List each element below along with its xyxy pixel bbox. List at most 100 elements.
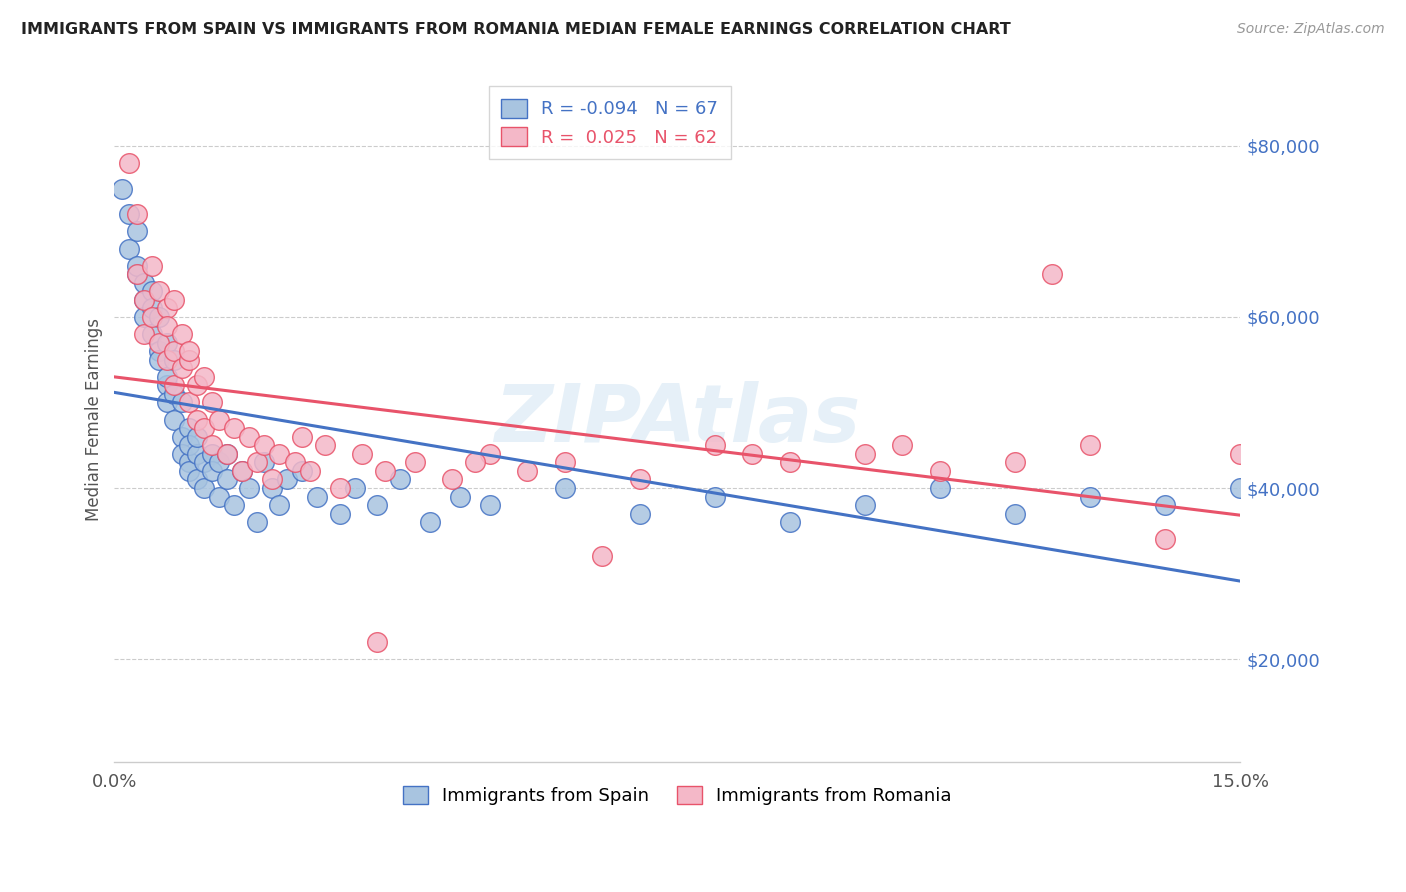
Point	[208, 455, 231, 469]
Point	[779, 455, 801, 469]
Point	[276, 473, 298, 487]
Point	[1229, 481, 1251, 495]
Point	[186, 378, 208, 392]
Point	[163, 387, 186, 401]
Point	[163, 344, 186, 359]
Point	[554, 455, 576, 469]
Point	[156, 378, 179, 392]
Point	[1078, 438, 1101, 452]
Point	[134, 276, 156, 290]
Point	[891, 438, 914, 452]
Point	[179, 464, 201, 478]
Point	[253, 438, 276, 452]
Point	[628, 473, 651, 487]
Point	[928, 481, 950, 495]
Point	[156, 352, 179, 367]
Point	[246, 515, 269, 529]
Point	[163, 293, 186, 307]
Point	[186, 430, 208, 444]
Point	[125, 267, 148, 281]
Point	[374, 464, 396, 478]
Text: IMMIGRANTS FROM SPAIN VS IMMIGRANTS FROM ROMANIA MEDIAN FEMALE EARNINGS CORRELAT: IMMIGRANTS FROM SPAIN VS IMMIGRANTS FROM…	[21, 22, 1011, 37]
Point	[163, 352, 186, 367]
Point	[179, 455, 201, 469]
Point	[141, 285, 163, 299]
Point	[350, 447, 373, 461]
Point	[283, 455, 305, 469]
Point	[238, 430, 260, 444]
Point	[314, 438, 336, 452]
Point	[156, 395, 179, 409]
Point	[478, 447, 501, 461]
Point	[215, 473, 238, 487]
Point	[628, 507, 651, 521]
Point	[516, 464, 538, 478]
Point	[328, 481, 350, 495]
Text: ZIPAtlas: ZIPAtlas	[494, 381, 860, 458]
Point	[201, 447, 224, 461]
Point	[441, 473, 464, 487]
Point	[134, 327, 156, 342]
Point	[260, 473, 283, 487]
Point	[1004, 455, 1026, 469]
Point	[238, 481, 260, 495]
Point	[148, 335, 170, 350]
Point	[193, 455, 215, 469]
Point	[366, 498, 388, 512]
Point	[554, 481, 576, 495]
Point	[419, 515, 441, 529]
Point	[703, 438, 725, 452]
Point	[125, 224, 148, 238]
Point	[193, 481, 215, 495]
Point	[156, 335, 179, 350]
Legend: Immigrants from Spain, Immigrants from Romania: Immigrants from Spain, Immigrants from R…	[394, 777, 960, 814]
Point	[201, 464, 224, 478]
Point	[1004, 507, 1026, 521]
Point	[134, 310, 156, 324]
Point	[291, 430, 314, 444]
Point	[404, 455, 426, 469]
Point	[703, 490, 725, 504]
Point	[125, 267, 148, 281]
Point	[141, 310, 163, 324]
Point	[1042, 267, 1064, 281]
Point	[148, 352, 170, 367]
Point	[1078, 490, 1101, 504]
Point	[928, 464, 950, 478]
Point	[186, 473, 208, 487]
Y-axis label: Median Female Earnings: Median Female Earnings	[86, 318, 103, 521]
Point	[1154, 498, 1177, 512]
Point	[231, 464, 253, 478]
Point	[186, 447, 208, 461]
Point	[298, 464, 321, 478]
Point	[269, 498, 291, 512]
Point	[118, 156, 141, 170]
Point	[1154, 533, 1177, 547]
Point	[193, 421, 215, 435]
Point	[246, 455, 269, 469]
Point	[141, 327, 163, 342]
Point	[193, 369, 215, 384]
Point	[170, 447, 193, 461]
Point	[156, 369, 179, 384]
Point	[305, 490, 328, 504]
Point	[179, 395, 201, 409]
Point	[125, 207, 148, 221]
Point	[208, 412, 231, 426]
Point	[134, 293, 156, 307]
Point	[853, 447, 876, 461]
Point	[388, 473, 411, 487]
Point	[224, 421, 246, 435]
Point	[853, 498, 876, 512]
Point	[741, 447, 763, 461]
Point	[215, 447, 238, 461]
Point	[591, 549, 613, 564]
Point	[141, 259, 163, 273]
Point	[148, 285, 170, 299]
Point	[179, 352, 201, 367]
Point	[253, 455, 276, 469]
Point	[269, 447, 291, 461]
Point	[163, 378, 186, 392]
Point	[201, 395, 224, 409]
Point	[156, 318, 179, 333]
